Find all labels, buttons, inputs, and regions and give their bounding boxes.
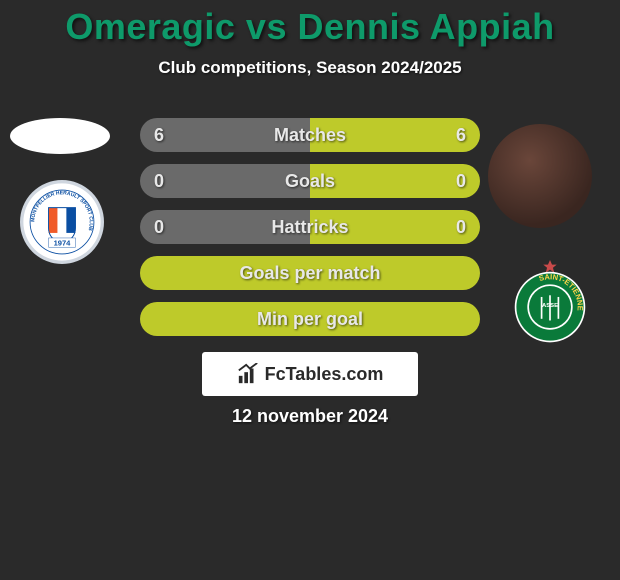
bar-chart-icon — [237, 363, 259, 385]
stat-label: Min per goal — [140, 302, 480, 336]
stat-label: Matches — [140, 118, 480, 152]
fctables-text: FcTables.com — [265, 364, 384, 385]
stat-row: Goals per match — [140, 256, 480, 290]
title-right: Dennis Appiah — [297, 6, 554, 47]
stat-label: Hattricks — [140, 210, 480, 244]
stat-row: 66Matches — [140, 118, 480, 152]
stat-row: Min per goal — [140, 302, 480, 336]
fctables-badge: FcTables.com — [202, 352, 418, 396]
stat-label: Goals — [140, 164, 480, 198]
player-avatar-right — [488, 124, 592, 228]
stat-row: 00Goals — [140, 164, 480, 198]
player-avatar-left — [10, 118, 110, 154]
title-left: Omeragic — [65, 6, 235, 47]
crest-left-year: 1974 — [54, 239, 72, 248]
stats-block: 66Matches 00Goals 00Hattricks Goals per mat… — [140, 118, 480, 348]
title-vs: vs — [235, 6, 297, 47]
club-crest-right: SAINT-ETIENNE ASSE — [498, 260, 602, 344]
star-icon — [543, 260, 556, 273]
date: 12 november 2024 — [0, 406, 620, 427]
subtitle: Club competitions, Season 2024/2025 — [0, 58, 620, 78]
stat-label: Goals per match — [140, 256, 480, 290]
club-crest-left: MONTPELLIER HERAULT SPORT CLUB 1974 — [20, 180, 104, 264]
stat-row: 00Hattricks — [140, 210, 480, 244]
page-title: Omeragic vs Dennis Appiah — [0, 6, 620, 48]
